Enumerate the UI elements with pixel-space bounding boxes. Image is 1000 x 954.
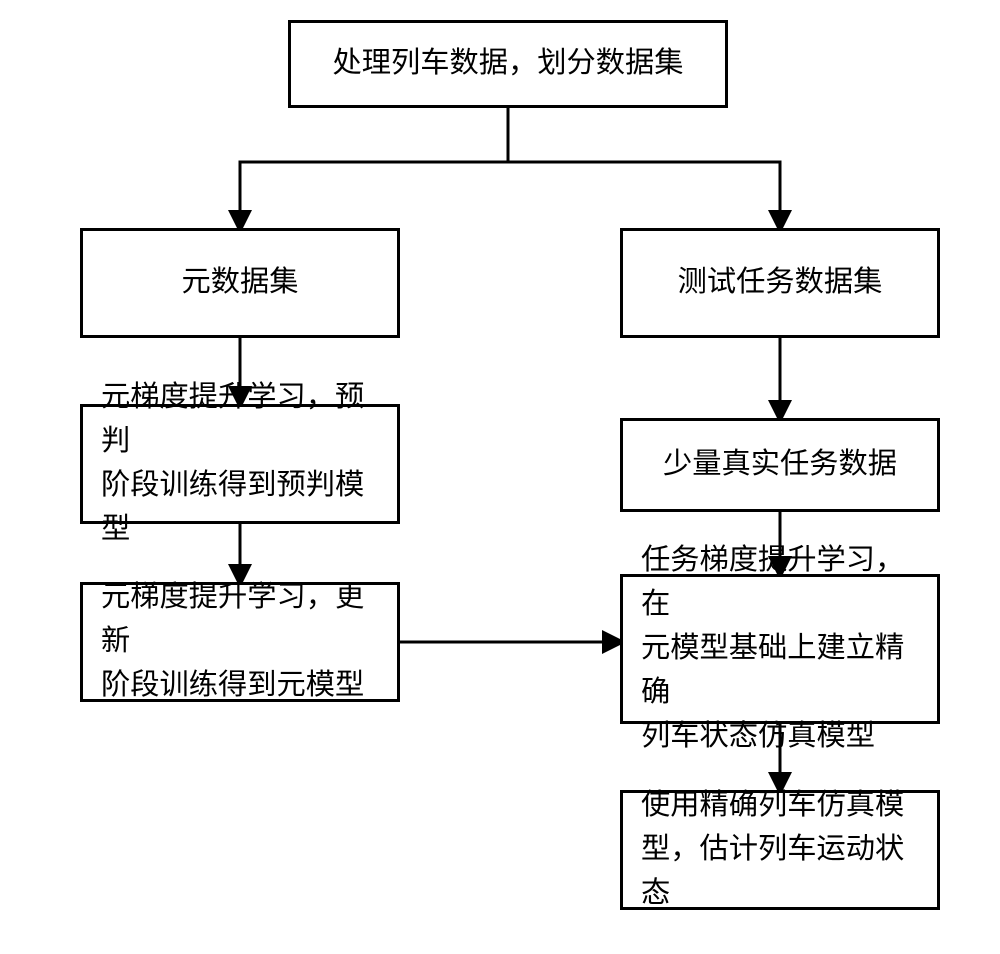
node-top: 处理列车数据，划分数据集 (288, 20, 728, 108)
node-test: 测试任务数据集 (620, 228, 940, 338)
node-fewreal: 少量真实任务数据 (620, 418, 940, 512)
node-metamodel: 元梯度提升学习，更新 阶段训练得到元模型 (80, 582, 400, 702)
node-taskgb: 任务梯度提升学习，在 元模型基础上建立精确 列车状态仿真模型 (620, 574, 940, 724)
edge-top-to-test (508, 108, 780, 228)
node-estimate: 使用精确列车仿真模 型，估计列车运动状态 (620, 790, 940, 910)
node-prejudge: 元梯度提升学习，预判 阶段训练得到预判模型 (80, 404, 400, 524)
edge-top-to-meta (240, 108, 508, 228)
node-meta: 元数据集 (80, 228, 400, 338)
